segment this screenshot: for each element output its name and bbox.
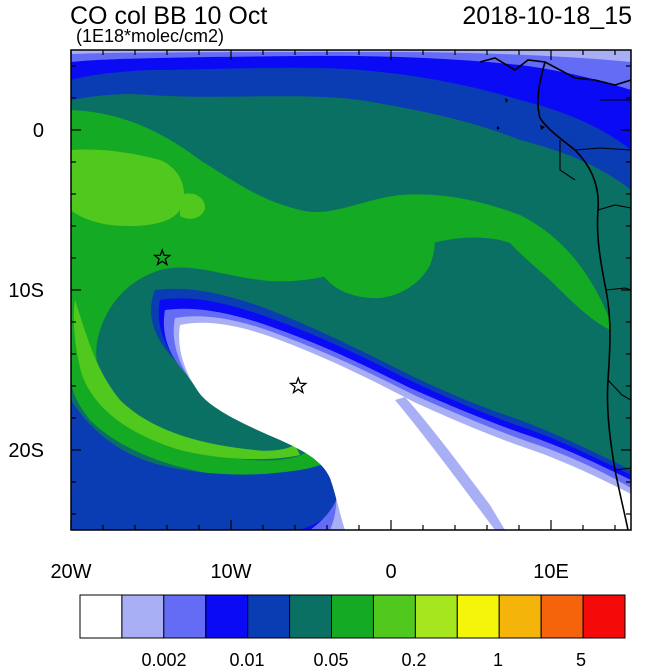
field-lightgreen-3 <box>73 300 300 460</box>
plot-area <box>71 50 631 530</box>
field-lightgreen-2 <box>180 193 205 219</box>
map-title: CO col BB 10 Oct <box>70 2 268 30</box>
field-white-inner <box>200 328 343 396</box>
units-label: (1E18*molec/cm2) <box>76 26 225 46</box>
colorbar-label-3: 0.2 <box>401 650 426 667</box>
colorbar-swatch-5 <box>289 594 333 639</box>
colorbar <box>79 594 626 639</box>
field-green-central <box>315 208 435 299</box>
lon-label-0: 0 <box>385 561 396 583</box>
field-north-light <box>71 50 631 90</box>
colorbar-swatch-11 <box>540 594 584 639</box>
colorbar-swatch-7 <box>373 594 416 639</box>
colorbar-swatch-1 <box>121 594 165 639</box>
field-green-plume <box>71 110 610 479</box>
colorbar-swatch-4 <box>247 594 291 639</box>
star-marker-north <box>152 248 172 267</box>
lon-label-10w: 10W <box>210 561 251 583</box>
lat-label-10s: 10S <box>8 280 44 302</box>
colorbar-swatch-0 <box>79 594 123 639</box>
colorbar-swatch-12 <box>582 594 626 639</box>
lon-label-10e: 10E <box>533 561 569 583</box>
colorbar-label-0: 0.002 <box>141 650 186 667</box>
colorbar-swatch-10 <box>498 594 542 639</box>
colorbar-labels: 0.002 0.01 0.05 0.2 1 5 <box>141 650 586 667</box>
colorbar-swatch-3 <box>205 594 249 639</box>
field-lightgreen-1 <box>71 149 184 227</box>
colorbar-swatch-2 <box>163 594 207 639</box>
colorbar-swatch-9 <box>456 594 500 639</box>
star-markers <box>152 248 308 395</box>
field-green-coastal <box>500 230 610 330</box>
field-trail <box>395 397 505 530</box>
field-north-blue <box>71 50 631 150</box>
star-marker-south <box>288 376 308 395</box>
colorbar-label-1: 0.01 <box>229 650 264 667</box>
country-borders <box>559 99 631 471</box>
lat-label-20s: 20S <box>8 440 44 462</box>
lat-label-0: 0 <box>33 120 44 142</box>
field-north-lightest <box>71 50 631 62</box>
colorbar-swatch-6 <box>331 594 374 639</box>
colorbar-swatch-8 <box>414 594 458 639</box>
colorbar-label-4: 1 <box>493 650 503 667</box>
africa-coastline <box>479 57 631 530</box>
colorbar-label-5: 5 <box>576 650 586 667</box>
date-label: 2018-10-18_15 <box>462 2 632 30</box>
lon-label-20w: 20W <box>50 561 91 583</box>
axis-ticks <box>70 50 631 530</box>
colorbar-label-2: 0.05 <box>313 650 348 667</box>
